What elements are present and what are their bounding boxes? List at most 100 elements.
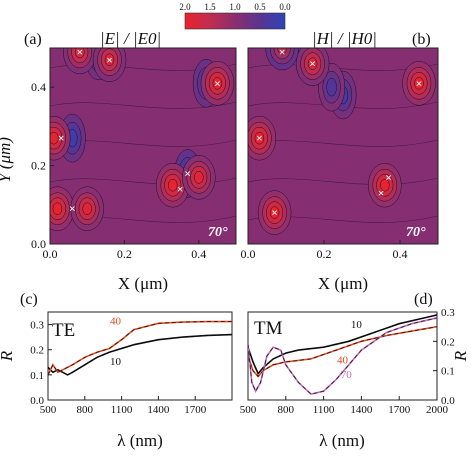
x-tick-label: 500 [240,404,257,416]
panel-b-angle: 70° [406,225,426,240]
panel-c-label: (c) [20,291,38,308]
y-tick-label: 0.3 [441,307,455,319]
panel-c: (c) TE 500 800 1100 1400 1700 0.0 0.1 0.2 0.3 10… [0,291,233,450]
x-tick-label: 800 [77,404,94,416]
position-marker: × [378,186,385,200]
series-line-dashed-40 [48,321,232,376]
x-tick-label: 1400 [350,404,373,416]
panel-d-ylabel: R [451,350,470,362]
panel-a: (a) |E| / |E0| ××××××× 0.0 0.2 0.40.00.20.… [0,29,237,293]
x-tick-label: 1700 [184,404,207,416]
y-tick-label: 0.1 [30,370,44,382]
panel-d-inset-label: TM [254,318,283,339]
y-tick-label: 0.3 [30,320,44,332]
series-label-10: 10 [351,319,363,331]
hotspot-contour [82,202,92,215]
position-marker: × [106,53,113,67]
x-tick-label: 0.0 [241,247,256,261]
series-line-dashed-10 [248,314,437,375]
position-marker: × [279,45,286,59]
series-line-dashed-70 [248,317,437,395]
colorbar-gradient [184,12,286,30]
x-tick-label: 1400 [147,404,170,416]
series-label-70: 70 [341,369,353,381]
y-tick-label: 0.2 [31,159,46,173]
x-tick-label: 2000 [426,404,449,416]
colorbar-tick-label: 2.0 [179,2,191,12]
series-label-10: 10 [110,356,122,368]
hotspot-contour [254,131,265,145]
panel-b-frame [247,47,439,245]
position-marker: × [416,76,423,90]
position-marker: × [256,131,263,145]
panel-a-label: (a) [24,31,42,48]
hotspot-contour [307,57,318,70]
y-tick-label: 0.4 [31,80,46,94]
position-marker: × [309,57,316,71]
colorbar-tick-label: 1.5 [204,2,216,12]
y-tick-label: 0.1 [441,366,455,378]
panel-a-xlabel: X (μm) [118,274,168,293]
panel-b-xlabel: X (μm) [318,274,368,293]
panel-a-ylabel: Y (μm) [0,137,14,183]
y-tick-label: 0.2 [30,345,44,357]
hotspot-contour [194,171,204,184]
coldspot-contour [326,77,337,97]
colorbar-tick-label: 1.0 [229,2,241,12]
x-tick-label: 0.2 [317,247,332,261]
y-tick-label: 0.0 [31,237,46,251]
hotspot-contour [269,206,280,219]
panel-c-xlabel: λ (nm) [117,431,163,450]
series-label-40: 40 [337,354,349,366]
x-tick-label: 800 [278,404,295,416]
panel-d-label: (d) [414,291,433,308]
position-marker: × [271,206,278,220]
x-tick-label: 0.4 [393,247,408,261]
position-marker: × [385,170,392,184]
panel-b-title: |H| / |H0| [312,29,377,48]
hotspot-contour [75,48,85,59]
x-tick-label: 1100 [313,404,335,416]
position-marker: × [177,182,184,196]
hotspot-contour [414,77,424,90]
position-marker: × [69,202,76,216]
series-line-dashed-40 [248,326,437,378]
hotspot-contour [104,53,115,67]
position-marker: × [214,76,221,90]
position-marker: × [76,45,83,59]
position-marker: × [184,166,191,180]
panel-b-label: (b) [412,31,431,48]
colorbar: 2.0 1.5 1.0 0.5 0.0 [179,2,291,30]
hotspot-contour [212,77,223,90]
panel-b: (b) |H| / |H0| ××××××× 0.0 0.2 0.4 70° X (… [241,29,439,293]
y-tick-label: 0.2 [441,336,455,348]
y-tick-label: 0.0 [441,395,455,407]
panel-c-frame [47,311,233,401]
y-tick-label: 0.0 [30,395,44,407]
series-label-40: 40 [110,316,122,328]
position-marker: × [58,131,65,145]
hotspot-contour [277,48,287,55]
x-tick-label: 1100 [111,404,133,416]
contour-line [248,177,438,185]
panel-c-inset-label: TE [52,320,75,341]
panel-a-angle: 70° [208,225,228,240]
hotspot-contour [168,178,178,192]
colorbar-tick-label: 0.0 [279,2,291,12]
x-tick-label: 0.0 [43,247,58,261]
panel-d-xlabel: λ (nm) [319,431,365,450]
series-line-dashed-10 [48,334,232,376]
panel-c-ylabel: R [0,350,16,362]
x-tick-label: 0.2 [117,247,132,261]
panel-a-frame [49,47,237,245]
colorbar-tick-label: 0.5 [254,2,266,12]
x-tick-label: 500 [40,404,57,416]
contour-line [50,101,236,109]
hotspot-contour [380,178,390,192]
panel-a-title: |E| / |E0| [100,29,161,48]
x-tick-label: 1700 [388,404,411,416]
x-tick-label: 0.4 [191,247,206,261]
